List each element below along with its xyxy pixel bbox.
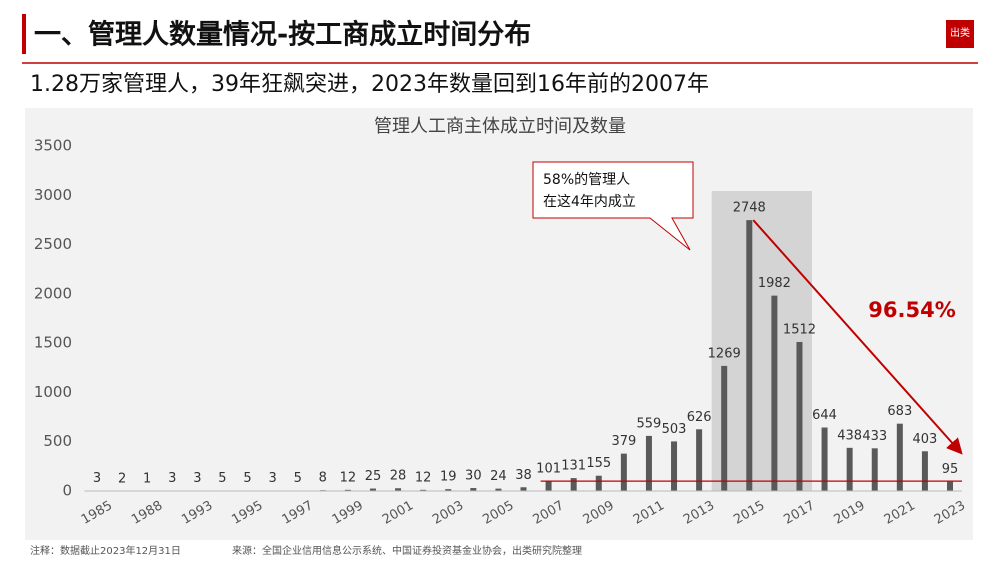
callout-text: 在这4年内成立: [543, 193, 636, 210]
data-label: 1512: [783, 322, 816, 337]
data-label: 433: [862, 429, 887, 444]
data-label: 559: [637, 416, 662, 431]
data-label: 12: [415, 470, 432, 485]
data-label: 1269: [708, 346, 741, 361]
y-tick-label: 3500: [34, 137, 72, 155]
data-label: 38: [515, 468, 532, 483]
bar: [646, 436, 652, 491]
y-tick-label: 2000: [34, 284, 72, 302]
y-tick-label: 1000: [34, 383, 72, 401]
data-label: 403: [912, 432, 937, 447]
change-label: 96.54%: [868, 298, 955, 322]
bar: [947, 482, 953, 491]
bar: [571, 478, 577, 491]
data-label: 503: [662, 422, 687, 437]
bar: [621, 454, 627, 491]
data-label: 28: [390, 469, 407, 484]
bar: [847, 448, 853, 491]
page-title: 一、管理人数量情况-按工商成立时间分布: [34, 19, 531, 51]
data-label: 5: [218, 471, 226, 486]
bar: [922, 451, 928, 491]
data-label: 626: [687, 410, 712, 425]
bar: [546, 481, 552, 491]
callout-text: 58%的管理人: [543, 172, 630, 188]
data-label: 1: [143, 471, 151, 486]
data-label: 5: [294, 471, 302, 486]
bar: [521, 487, 527, 491]
data-label: 30: [465, 469, 482, 484]
data-label: 683: [887, 404, 912, 419]
data-label: 5: [243, 471, 251, 486]
source: 来源：全国企业信用信息公示系统、中国证券投资基金业协会，出类研究院整理: [232, 544, 582, 557]
footnote: 注释：数据截止2023年12月31日: [30, 544, 181, 557]
y-tick-label: 2500: [34, 235, 72, 253]
data-label: 3: [168, 471, 176, 486]
data-label: 3: [193, 471, 201, 486]
data-label: 101: [536, 462, 561, 477]
title-accent: [22, 14, 26, 54]
y-tick-label: 0: [62, 482, 72, 500]
data-label: 24: [490, 469, 507, 484]
bar: [671, 441, 677, 491]
data-label: 25: [365, 469, 382, 484]
data-label: 2748: [733, 201, 766, 216]
data-label: 644: [812, 408, 837, 423]
data-label: 19: [440, 470, 457, 485]
data-label: 2: [118, 471, 126, 486]
logo: 出类: [950, 26, 970, 39]
data-label: 1982: [758, 276, 791, 291]
bar: [596, 476, 602, 491]
data-label: 155: [586, 456, 611, 471]
data-label: 8: [319, 471, 327, 486]
bar: [696, 429, 702, 491]
y-tick-label: 3000: [34, 186, 72, 204]
data-label: 379: [611, 434, 636, 449]
data-label: 131: [561, 459, 586, 474]
y-tick-label: 1500: [34, 334, 72, 352]
data-label: 438: [837, 428, 862, 443]
bar: [796, 342, 802, 491]
y-tick-label: 500: [43, 432, 72, 450]
bar: [746, 220, 752, 491]
data-label: 3: [268, 471, 276, 486]
data-label: 12: [340, 470, 357, 485]
subtitle: 1.28万家管理人，39年狂飙突进，2023年数量回到16年前的2007年: [30, 72, 709, 97]
bar: [721, 366, 727, 491]
chart-title: 管理人工商主体成立时间及数量: [374, 116, 626, 137]
data-label: 3: [93, 471, 101, 486]
bar: [872, 448, 878, 491]
bar: [771, 296, 777, 491]
data-label: 95: [942, 462, 959, 477]
